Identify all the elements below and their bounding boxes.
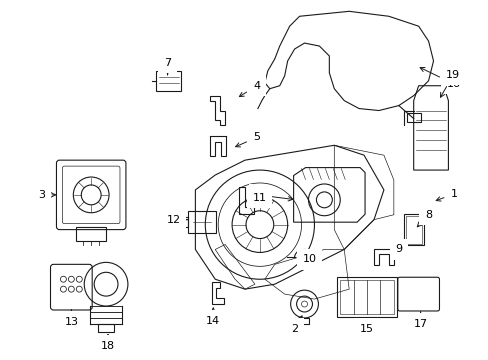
Text: 9: 9 (393, 244, 402, 255)
Bar (155, 71, 181, 91)
Text: 11: 11 (252, 193, 266, 204)
Bar (188, 211, 216, 233)
Text: 19: 19 (440, 70, 460, 97)
Text: 3: 3 (38, 190, 56, 200)
Text: 4: 4 (239, 81, 260, 96)
Bar (76, 227, 106, 240)
Bar (403, 214, 423, 246)
Text: 17: 17 (413, 312, 427, 329)
Text: 13: 13 (64, 310, 78, 327)
Text: 10: 10 (302, 255, 316, 264)
Text: 1: 1 (435, 189, 457, 201)
Text: 6: 6 (254, 190, 292, 201)
Bar (406, 113, 420, 122)
Bar (98, 324, 114, 332)
Text: 14: 14 (206, 308, 220, 326)
Text: 8: 8 (416, 210, 431, 227)
Text: 7: 7 (163, 58, 171, 75)
Bar (405, 216, 421, 243)
Text: 5: 5 (235, 132, 260, 147)
Text: 12: 12 (166, 215, 187, 225)
Bar (340, 280, 393, 314)
Text: 2: 2 (290, 316, 302, 334)
Bar (299, 318, 309, 324)
Text: 16: 16 (419, 68, 459, 89)
Bar (178, 217, 188, 227)
Text: 15: 15 (359, 318, 373, 334)
Text: 18: 18 (101, 335, 115, 351)
Bar (337, 277, 396, 317)
